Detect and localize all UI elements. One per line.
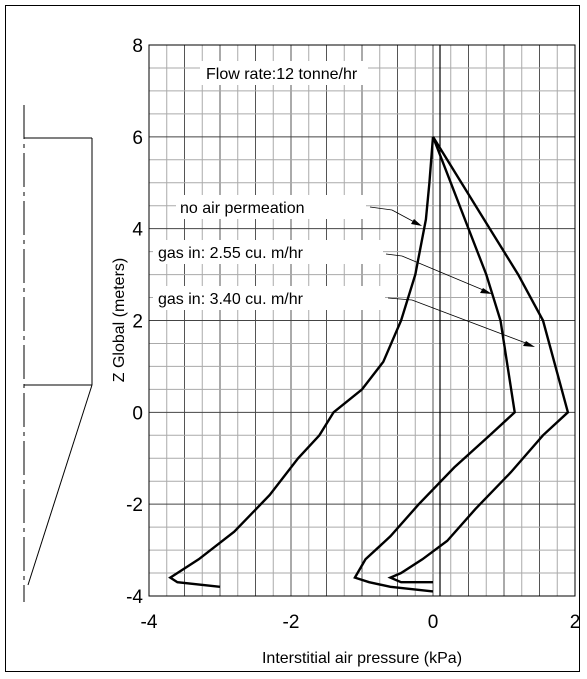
annotation-bg bbox=[176, 195, 366, 219]
leader-line bbox=[401, 255, 489, 293]
figure-frame bbox=[5, 5, 580, 672]
x-axis-label: Interstitial air pressure (kPa) bbox=[262, 650, 462, 667]
x-tick-label: 2 bbox=[570, 612, 581, 633]
y-tick-label: 6 bbox=[132, 128, 143, 149]
plot-area-border bbox=[148, 44, 576, 597]
annotation-no-air: no air permeation bbox=[180, 200, 305, 217]
x-tick-label: -4 bbox=[141, 612, 158, 633]
leader-line bbox=[385, 253, 403, 257]
column-schematic bbox=[23, 105, 93, 602]
y-axis-label: Z Global (meters) bbox=[111, 258, 128, 382]
y-tick-label: -2 bbox=[126, 495, 143, 516]
x-tick-labels: -4 -2 0 2 bbox=[141, 612, 581, 633]
leader-line bbox=[387, 297, 413, 301]
annotation-gas-255: gas in: 2.55 cu. m/hr bbox=[158, 245, 304, 262]
y-tick-label: 0 bbox=[132, 403, 143, 424]
arrow-head bbox=[411, 219, 422, 226]
annotation-flow-rate: Flow rate:12 tonne/hr bbox=[206, 66, 358, 83]
arrow-head bbox=[480, 288, 492, 294]
y-tick-label: 2 bbox=[132, 312, 143, 333]
series-line bbox=[168, 136, 435, 588]
annotation-bg bbox=[153, 286, 385, 310]
annotations: Flow rate:12 tonne/hr no air permeation … bbox=[153, 61, 535, 347]
x-tick-label: -2 bbox=[283, 612, 300, 633]
annotation-bg bbox=[200, 61, 368, 85]
series-line bbox=[353, 136, 516, 593]
data-series bbox=[168, 136, 570, 593]
y-tick-label: -4 bbox=[126, 587, 143, 608]
series-line bbox=[387, 136, 570, 584]
annotation-gas-340: gas in: 3.40 cu. m/hr bbox=[158, 291, 304, 308]
annotation-bg bbox=[153, 240, 383, 264]
leader-line bbox=[369, 206, 393, 211]
grid bbox=[148, 44, 576, 597]
schematic-cone bbox=[27, 384, 93, 586]
y-tick-label: 4 bbox=[132, 220, 143, 241]
leader-line bbox=[411, 299, 532, 346]
y-tick-labels: -4 -2 0 2 4 6 8 bbox=[126, 36, 143, 608]
arrow-head bbox=[523, 341, 535, 347]
x-tick-label: 0 bbox=[428, 612, 439, 633]
y-tick-label: 8 bbox=[132, 36, 143, 57]
